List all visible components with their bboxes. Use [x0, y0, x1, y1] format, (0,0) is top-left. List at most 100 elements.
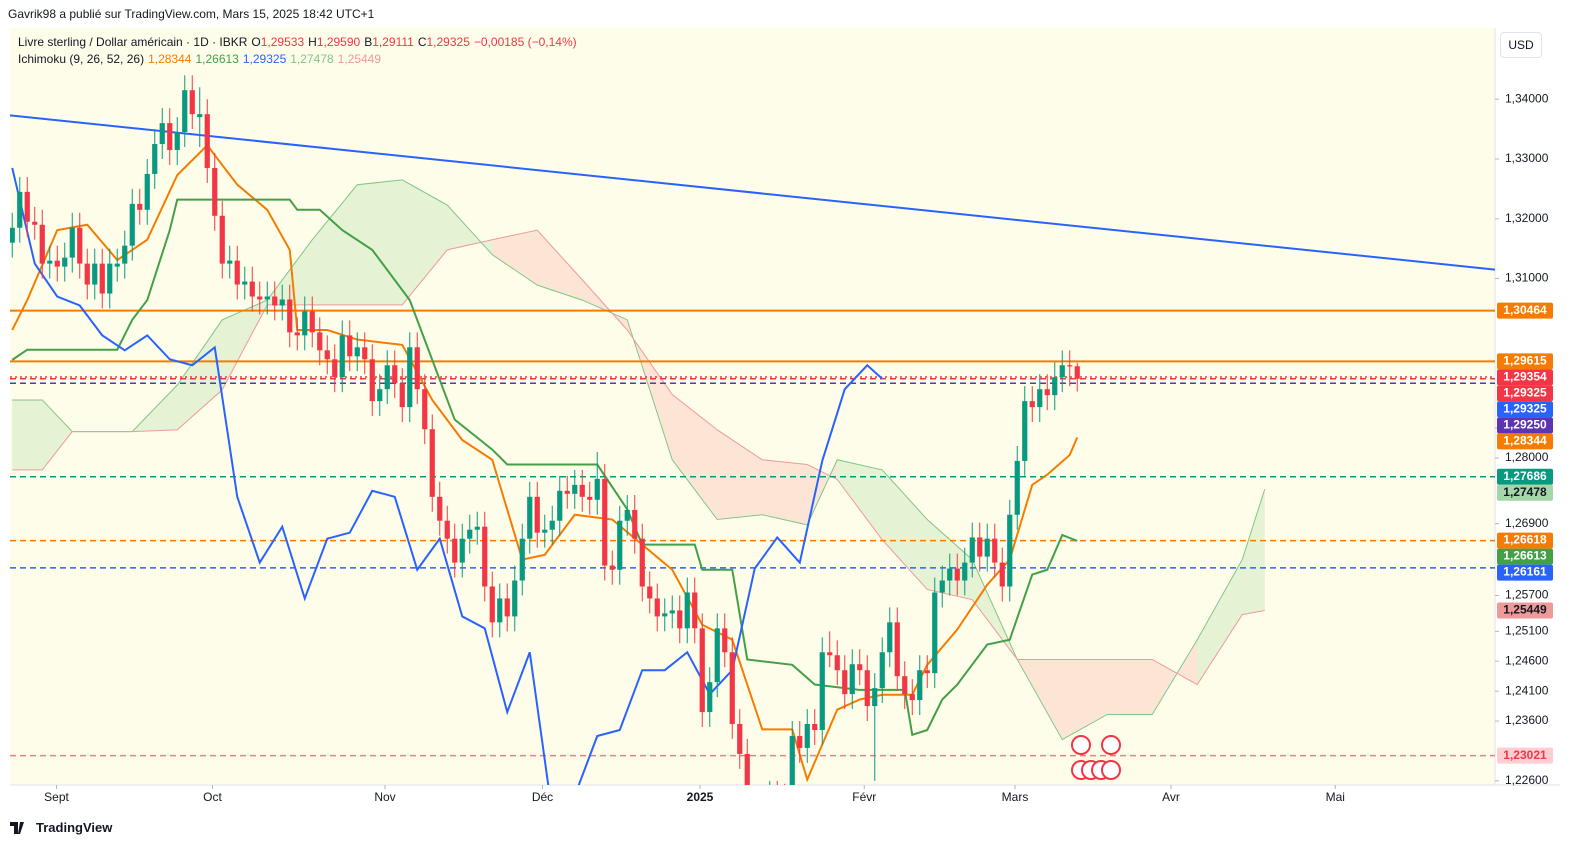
candle-body — [99, 263, 105, 294]
legend-text: 1,29111 — [372, 35, 414, 49]
candle-body — [429, 429, 435, 497]
candle-body — [197, 114, 203, 118]
y-tick-label: 1,24100 — [1505, 683, 1549, 697]
y-tick-label: 1,33000 — [1505, 151, 1549, 165]
candle-body — [849, 664, 855, 695]
price-tag — [1497, 353, 1553, 370]
candle-body — [422, 389, 428, 430]
legend-text: B — [364, 35, 373, 49]
candle-body — [17, 191, 23, 228]
cloud-fill — [1107, 659, 1153, 715]
cloud-fill — [402, 179, 448, 305]
candle-body — [62, 257, 68, 267]
y-tick-label: 1,31000 — [1505, 271, 1549, 285]
candle-body — [174, 132, 180, 151]
candle-body — [587, 496, 593, 500]
candle-body — [272, 296, 278, 306]
price-tag — [1497, 417, 1553, 434]
price-tag-label: 1,23021 — [1503, 748, 1547, 762]
price-tag-label: 1,26161 — [1503, 565, 1547, 579]
candle-body — [54, 260, 60, 267]
legend-text: 1,29325 — [426, 35, 470, 49]
price-tag — [1497, 532, 1553, 549]
brand-name: TradingView — [36, 820, 113, 835]
candle-body — [467, 529, 473, 539]
candle-body — [407, 347, 413, 408]
price-tag — [1497, 433, 1553, 450]
candle-body — [692, 592, 698, 629]
price-tag-label: 1,26618 — [1503, 533, 1547, 547]
candle-body — [827, 652, 833, 656]
candle-body — [752, 811, 757, 814]
y-tick-label: 1,25700 — [1505, 588, 1549, 602]
candle-body — [887, 622, 893, 653]
candle-body — [317, 332, 323, 351]
candle-body — [1052, 377, 1058, 396]
candle-body — [534, 496, 540, 533]
price-tag — [1497, 747, 1553, 764]
candle-body — [624, 509, 630, 521]
candle-body — [864, 670, 870, 707]
candle-body — [557, 490, 563, 521]
candle-body — [129, 203, 135, 246]
cloud-fill — [1242, 489, 1265, 615]
candle-body — [947, 568, 953, 581]
cloud-fill — [1062, 659, 1108, 740]
cloud-fill — [882, 469, 928, 590]
candle-body — [212, 167, 218, 216]
price-tag — [1497, 564, 1553, 581]
candle-body — [782, 799, 787, 832]
indicator-line — [11, 167, 883, 785]
candle-body — [1037, 389, 1043, 408]
candle-body — [999, 562, 1005, 587]
currency-button[interactable]: USD — [1500, 32, 1542, 58]
candle-body — [834, 655, 840, 671]
candle-body — [714, 628, 720, 683]
candle-body — [279, 299, 285, 306]
candle-body — [909, 694, 915, 701]
candle-body — [287, 299, 293, 333]
candle-body — [354, 347, 360, 357]
candle-body — [984, 538, 990, 557]
legend-row: Livre sterling / Dollar américain · 1D ·… — [18, 34, 581, 51]
candle-body — [302, 311, 308, 336]
x-tick-label: Oct — [203, 790, 222, 804]
candle-body — [632, 509, 638, 539]
candle-body — [1074, 366, 1080, 379]
event-icon — [1071, 735, 1091, 755]
candle-body — [107, 263, 113, 294]
candle-body — [879, 652, 885, 689]
cloud-fill — [267, 239, 313, 305]
price-tag-label: 1,29250 — [1503, 418, 1547, 432]
candle-body — [369, 359, 375, 402]
candle-body — [489, 586, 495, 623]
candle-body — [32, 221, 38, 225]
candle-body — [677, 610, 683, 629]
candle-body — [932, 592, 938, 674]
candle-body — [347, 335, 353, 357]
candle-body — [122, 245, 128, 264]
candle-body — [144, 173, 150, 210]
candle-body — [24, 191, 30, 222]
cloud-fill — [42, 399, 73, 470]
candle-body — [609, 565, 615, 570]
candle-body — [512, 580, 518, 617]
cloud-fill — [12, 399, 43, 470]
legend-text: 1,28344 — [148, 52, 192, 66]
candle-body — [332, 359, 338, 378]
legend-row: Ichimoku (9, 26, 52, 26) 1,28344 1,26613 1,… — [18, 51, 581, 68]
cloud-fill — [762, 459, 808, 525]
candle-body — [654, 598, 660, 617]
candle-body — [902, 676, 908, 695]
indicator-name: Ichimoku (9, 26, 52, 26) — [18, 52, 145, 66]
legend-text: 1,27478 — [290, 52, 334, 66]
x-tick-label: Déc — [532, 790, 553, 804]
price-tag-label: 1,25449 — [1503, 603, 1547, 617]
cloud-fill — [177, 319, 223, 430]
candle-body — [819, 652, 825, 730]
candle-body — [594, 478, 600, 500]
y-tick-label: 1,26900 — [1505, 516, 1549, 530]
